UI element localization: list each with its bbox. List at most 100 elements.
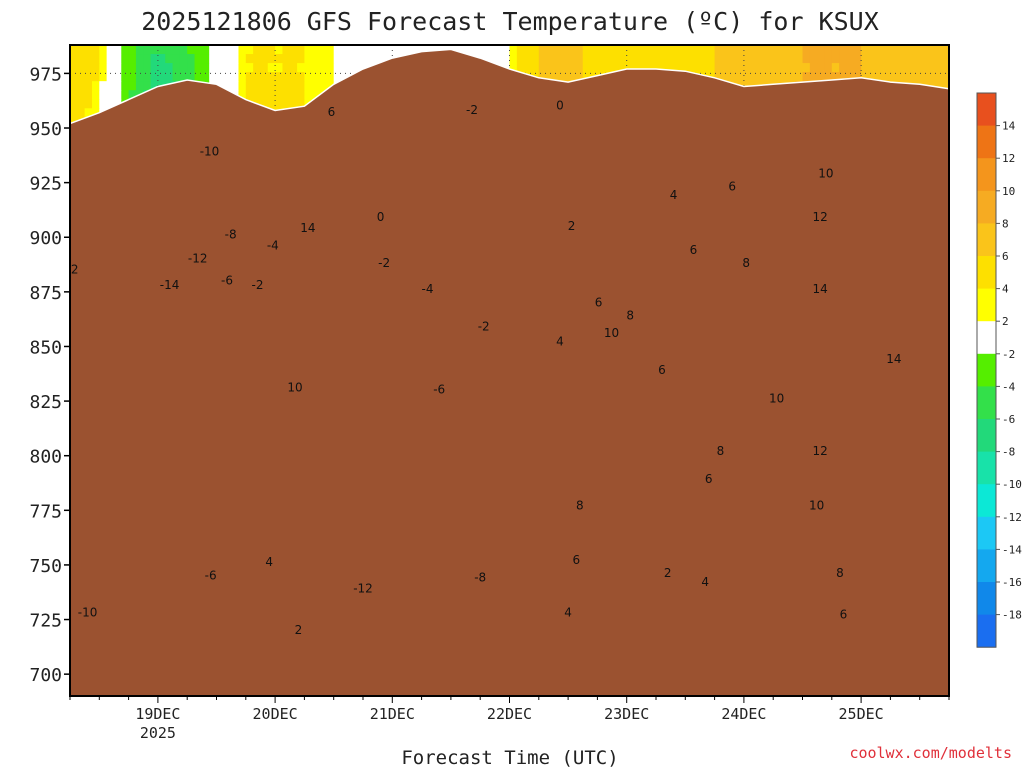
temperature-cell	[143, 63, 152, 73]
temperature-cell	[546, 72, 555, 82]
temperature-cell	[560, 63, 569, 73]
temperature-cell	[333, 54, 342, 64]
temperature-cell	[853, 54, 862, 64]
temperature-cell	[238, 81, 247, 91]
temperature-cell	[546, 45, 555, 55]
temperature-cell	[890, 63, 899, 73]
temperature-cell	[861, 72, 870, 82]
temperature-cell	[143, 72, 152, 82]
temperature-cell	[355, 63, 364, 73]
temperature-cell	[743, 45, 752, 55]
temperature-cell	[641, 45, 650, 55]
temperature-cell	[143, 81, 152, 91]
temperature-cell	[187, 45, 196, 55]
temperature-cell	[465, 45, 474, 55]
temperature-cell	[297, 45, 305, 55]
temperature-cell	[707, 54, 716, 64]
temperature-cell	[897, 45, 906, 55]
temperature-cell	[787, 63, 796, 73]
temperature-cell	[304, 81, 313, 91]
temperature-cell	[304, 54, 313, 64]
temperature-cell	[267, 81, 276, 91]
temperature-cell	[84, 90, 93, 100]
temperature-cell	[568, 72, 577, 82]
temperature-cell	[77, 99, 86, 109]
temperature-cell	[91, 72, 100, 82]
temperature-cell	[91, 54, 100, 64]
temperature-cell	[311, 54, 320, 64]
temperature-cell	[773, 63, 782, 73]
temperature-cell	[824, 72, 833, 82]
temperature-cell	[70, 54, 78, 64]
temperature-cell	[99, 72, 108, 82]
temperature-cell	[70, 45, 78, 55]
temperature-cell	[883, 45, 891, 55]
temperature-cell	[912, 72, 921, 82]
temperature-cell	[157, 54, 166, 64]
temperature-cell	[267, 90, 276, 100]
temperature-cell	[758, 63, 767, 73]
temperature-cell	[641, 63, 650, 73]
temperature-cell	[363, 54, 371, 64]
temperature-cell	[421, 45, 430, 55]
temperature-cell	[304, 63, 313, 73]
temperature-cell	[656, 54, 664, 64]
temperature-cell	[231, 45, 240, 55]
temperature-cell	[341, 72, 349, 82]
temperature-cell	[677, 54, 686, 64]
temperature-cell	[99, 63, 108, 73]
temperature-cell	[311, 45, 320, 55]
temperature-cell	[714, 72, 723, 82]
temperature-cell	[245, 45, 254, 55]
temperature-cell	[348, 54, 357, 64]
temperature-cell	[70, 108, 78, 118]
temperature-cell	[765, 54, 774, 64]
temperature-cell	[751, 63, 760, 73]
temperature-cell	[341, 63, 349, 73]
temperature-cell	[941, 72, 949, 82]
temperature-cell	[319, 63, 327, 73]
temperature-cell	[260, 45, 269, 55]
temperature-cell	[84, 63, 93, 73]
temperature-cell	[685, 45, 694, 55]
temperature-cell	[282, 63, 291, 73]
temperature-cell	[194, 54, 203, 64]
temperature-cell	[341, 45, 349, 55]
temperature-cell	[355, 54, 364, 64]
temperature-cell	[817, 45, 826, 55]
temperature-cell	[267, 54, 276, 64]
temperature-cell	[846, 72, 855, 82]
temperature-cell	[890, 45, 899, 55]
temperature-cell	[172, 63, 181, 73]
temperature-cell	[275, 63, 284, 73]
temperature-cell	[773, 72, 782, 82]
temperature-cell	[77, 72, 86, 82]
temperature-cell	[472, 45, 481, 55]
temperature-cell	[77, 108, 86, 118]
temperature-cell	[91, 81, 100, 91]
temperature-cell	[795, 72, 804, 82]
temperature-cell	[677, 45, 686, 55]
temperature-cell	[941, 45, 949, 55]
temperature-cell	[509, 45, 518, 55]
temperature-cell	[817, 72, 826, 82]
temperature-cell	[319, 45, 327, 55]
temperature-cell	[128, 54, 137, 64]
temperature-cell	[121, 54, 130, 64]
temperature-cell	[824, 45, 833, 55]
temperature-cell	[861, 63, 870, 73]
temperature-cell	[289, 81, 298, 91]
temperature-cell	[663, 63, 672, 73]
temperature-cell	[333, 45, 342, 55]
temperature-cell	[319, 72, 327, 82]
temperature-cell	[619, 45, 628, 55]
temperature-cell	[568, 63, 577, 73]
temperature-cell	[165, 72, 174, 82]
temperature-cell	[853, 63, 862, 73]
temperature-cell	[831, 45, 840, 55]
temperature-cell	[714, 54, 723, 64]
temperature-cell	[809, 72, 818, 82]
temperature-cell	[326, 72, 335, 82]
